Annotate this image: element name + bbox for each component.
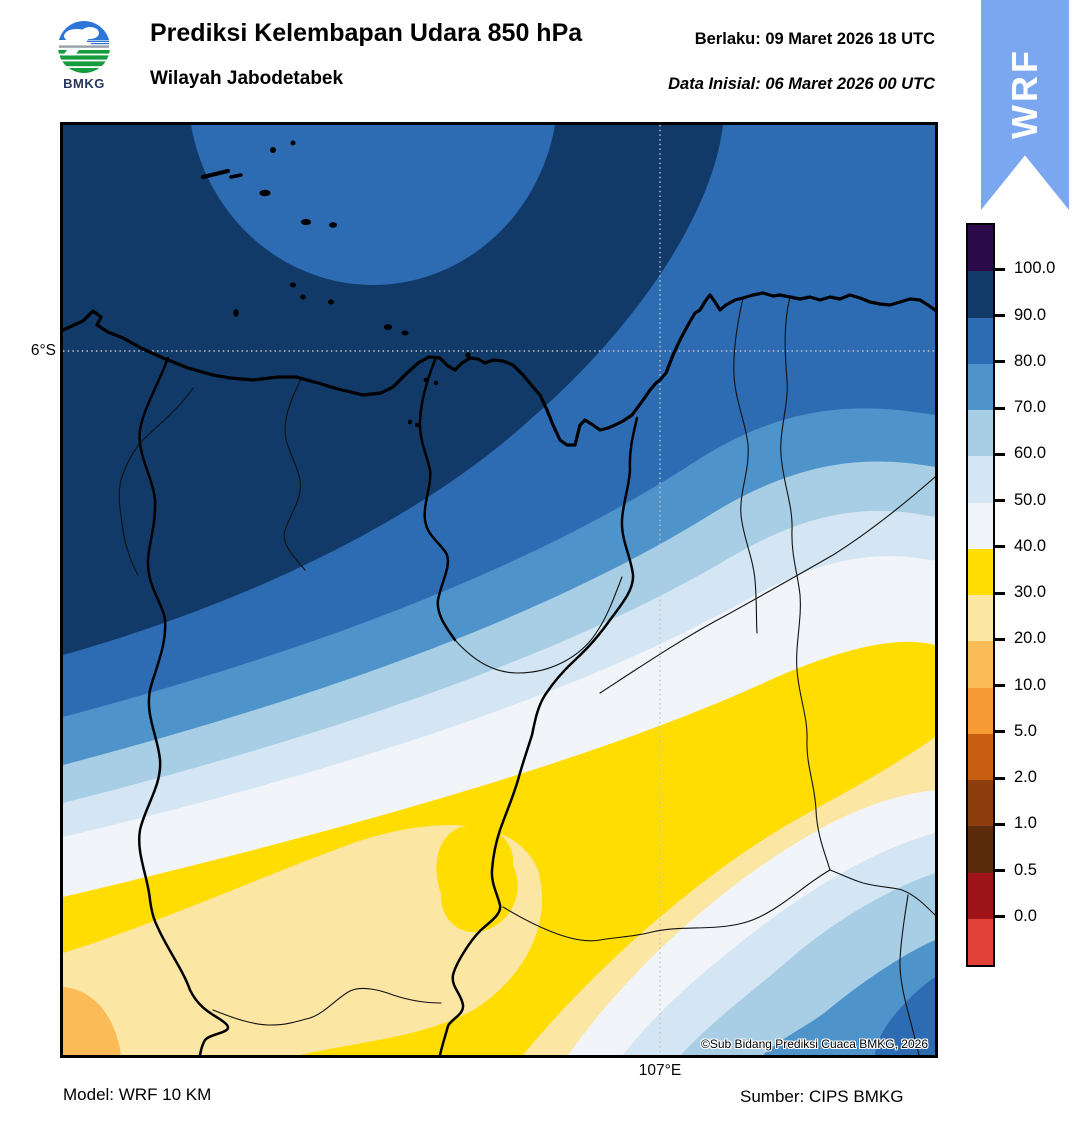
colorbar-segment [968,363,993,410]
colorbar-tick-label: 70.0 [1014,398,1047,416]
colorbar-tick-label: 30.0 [1014,583,1047,601]
colorbar-segment [968,410,993,457]
lat-tick-label: 6°S [30,342,56,359]
colorbar-tick-label: 50.0 [1014,490,1047,509]
colorbar-tick-label: 2.0 [1014,768,1037,786]
source-label: Sumber: CIPS BMKG [740,1087,904,1106]
colorbar-segment [968,872,993,919]
map-copyright: ©Sub Bidang Prediksi Cuaca BMKG, 2026 [701,1037,928,1051]
islands [201,140,471,428]
colorbar-segment [968,317,993,364]
init-time-text: Data Inisial: 06 Maret 2026 00 UTC [668,75,935,93]
page-title: Prediksi Kelembapan Udara 850 hPa [150,19,583,47]
colorbar-segment [968,733,993,780]
colorbar-segment [968,641,993,688]
colorbar-segment [968,595,993,642]
bmkg-logo-label: BMKG [63,76,105,91]
lon-tick-label: 107°E [638,1062,682,1079]
colorbar-tick-label: 90.0 [1014,305,1047,324]
bmkg-logo-graphic [58,21,110,73]
model-label: Model: WRF 10 KM [63,1085,212,1104]
contour-map [63,125,935,1055]
colorbar-tick-label: 5.0 [1014,721,1037,740]
colorbar-segment [968,687,993,734]
humidity-bands [63,125,935,1055]
wrf-ribbon: WRF [981,0,1069,210]
colorbar-segment [968,548,993,595]
regency-boundaries [118,296,935,1055]
coastline [63,291,935,447]
bmkg-logo [57,20,111,74]
colorbar-tick-label: 40.0 [1014,536,1047,555]
colorbar-tick-label: 60.0 [1014,444,1047,463]
colorbar-segment [968,271,993,318]
valid-time-text: Berlaku: 09 Maret 2026 18 UTC [694,30,935,48]
colorbar-tick-label: 0.5 [1014,860,1037,879]
colorbar-tick-label: 80.0 [1014,351,1047,370]
colorbar-segment [968,502,993,549]
colorbar-segment [968,918,993,965]
page-subtitle: Wilayah Jabodetabek [150,68,344,89]
colorbar-tick-label: 100.0 [1014,259,1056,278]
colorbar-segment [968,225,993,272]
forecast-map: ©Sub Bidang Prediksi Cuaca BMKG, 2026 [60,122,938,1058]
colorbar-segment [968,826,993,873]
colorbar-tick-label: 20.0 [1014,629,1047,648]
colorbar-tick-label: 0.0 [1014,906,1037,925]
colorbar-segment [968,780,993,827]
colorbar-tick-label: 10.0 [1014,675,1047,694]
colorbar [966,223,995,967]
colorbar-segment [968,456,993,503]
province-boundaries [137,356,639,1055]
wrf-ribbon-label: WRF [1004,48,1045,139]
colorbar-tick-label: 1.0 [1014,814,1037,833]
